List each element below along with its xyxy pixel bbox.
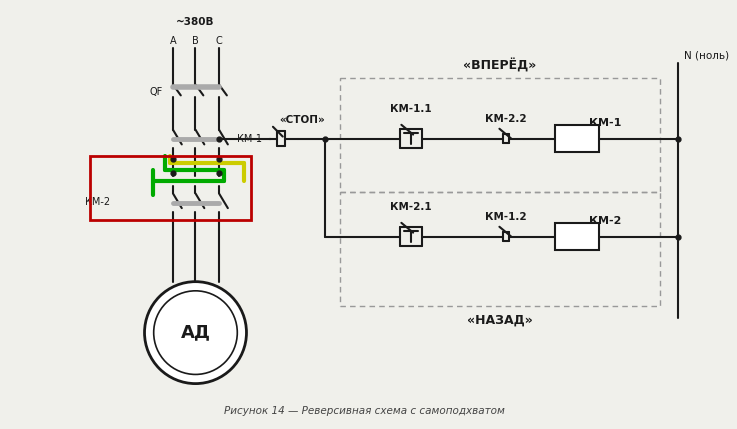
Text: КМ-1: КМ-1 — [237, 133, 262, 144]
Circle shape — [144, 282, 246, 384]
Text: АД: АД — [181, 323, 211, 341]
Text: «НАЗАД»: «НАЗАД» — [467, 314, 533, 326]
Text: ~380В: ~380В — [176, 17, 214, 27]
Text: КМ-2.1: КМ-2.1 — [391, 202, 432, 212]
Bar — [555, 125, 599, 152]
Bar — [340, 78, 660, 193]
Bar — [555, 223, 599, 250]
Text: КМ-2: КМ-2 — [589, 216, 621, 226]
Circle shape — [154, 291, 237, 375]
Text: «ВПЕРЁД»: «ВПЕРЁД» — [464, 59, 537, 73]
Text: КМ-1.1: КМ-1.1 — [391, 104, 432, 114]
Text: C: C — [216, 36, 223, 46]
Text: КМ-1: КМ-1 — [589, 118, 621, 128]
Text: N (ноль): N (ноль) — [684, 50, 729, 60]
Text: Рисунок 14 — Реверсивная схема с самоподхватом: Рисунок 14 — Реверсивная схема с самопод… — [223, 406, 505, 416]
Text: КМ-2.2: КМ-2.2 — [486, 114, 527, 124]
Text: «СТОП»: «СТОП» — [279, 115, 325, 125]
Text: КМ-2: КМ-2 — [85, 197, 110, 207]
Text: A: A — [170, 36, 176, 46]
Bar — [90, 156, 251, 220]
Text: B: B — [192, 36, 199, 46]
Text: QF: QF — [150, 88, 163, 97]
Text: КМ-1.2: КМ-1.2 — [486, 212, 527, 222]
Bar — [340, 193, 660, 306]
